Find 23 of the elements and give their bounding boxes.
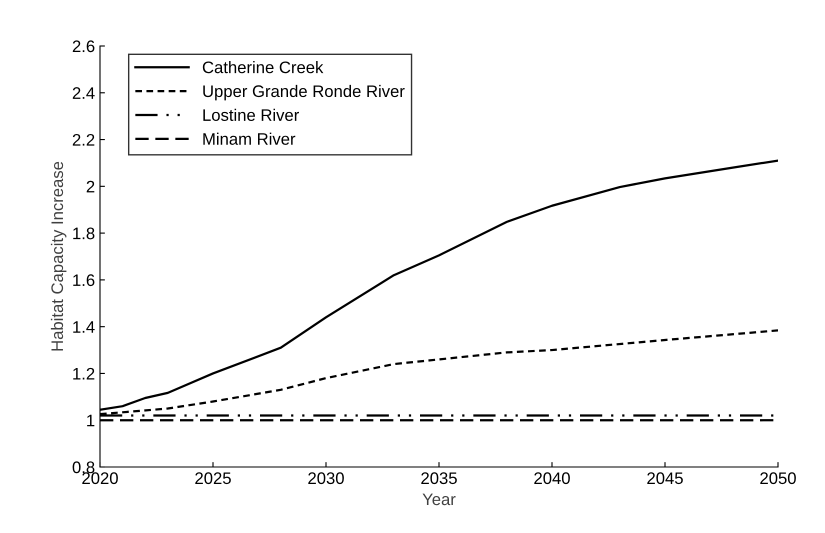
y-tick-label: 1.4 [73,321,95,333]
y-tick-label: 2.6 [72,40,94,52]
y-tick-label: 1.2 [73,368,94,380]
y-tick-label: 2.4 [72,87,95,99]
y-axis-title: Habitat Capacity Increase [50,162,66,351]
y-tick-label: 1 [87,414,94,426]
x-axis-title: Year [422,494,456,506]
x-tick-label: 2045 [647,472,683,484]
y-tick-label: 2.2 [72,134,94,146]
y-tick-label: 1.6 [73,274,94,286]
y-tick-label: 2 [86,180,94,192]
y-tick-label: 0.8 [72,461,94,474]
legend-label: Minam River [203,132,296,145]
legend-label: Lostine River [203,108,299,121]
x-tick-label: 2025 [195,472,231,484]
x-tick-label: 2050 [760,472,796,484]
x-tick-label: 2035 [421,472,457,484]
legend-label: Catherine Creek [202,61,324,74]
y-tick-label: 1.8 [73,228,94,240]
x-tick-label: 2040 [534,472,570,484]
x-tick-label: 2030 [308,472,344,484]
legend-label: Upper Grande Ronde River [203,84,405,100]
x-tick-label: 2020 [82,472,118,484]
